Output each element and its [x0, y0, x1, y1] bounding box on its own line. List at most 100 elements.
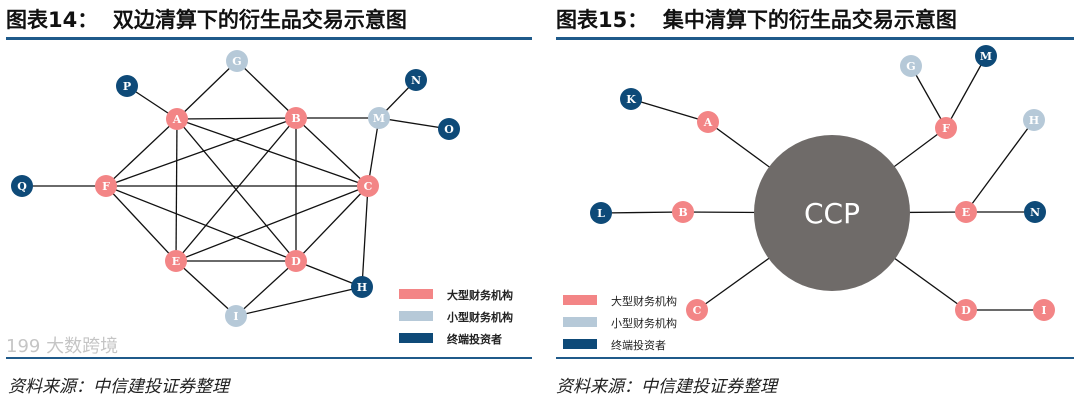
- right-node-N: [1024, 201, 1046, 223]
- left-edge-M-O: [378, 117, 450, 130]
- right-node-label-B: B: [678, 206, 687, 219]
- left-node-label-N: N: [411, 74, 421, 87]
- right-node-H: [1023, 109, 1045, 131]
- watermark: 199 大数跨境: [6, 336, 119, 357]
- left-edge-A-D: [176, 118, 297, 262]
- right-figure-title: 图表15： 集中清算下的衍生品交易示意图: [556, 8, 957, 32]
- left-node-label-G: G: [232, 55, 241, 68]
- left-node-label-F: F: [102, 180, 110, 193]
- right-legend-label-small: 小型财务机构: [611, 316, 677, 330]
- left-edge-D-H: [295, 260, 363, 288]
- left-legend-swatch-end: [399, 333, 433, 343]
- right-node-label-A: A: [703, 116, 713, 129]
- right-node-C: [686, 299, 708, 321]
- left-node-I: [225, 305, 247, 327]
- left-legend-swatch-small: [399, 311, 433, 321]
- right-edge-F-M: [945, 55, 987, 129]
- left-node-G: [226, 50, 248, 72]
- right-edge-A-K: [630, 98, 709, 123]
- right-node-A: [697, 111, 719, 133]
- left-node-label-C: C: [364, 180, 373, 193]
- left-node-label-H: H: [357, 281, 367, 294]
- right-edge-E-H: [965, 119, 1035, 213]
- right-node-label-H: H: [1029, 114, 1039, 127]
- left-edge-A-E: [175, 118, 178, 262]
- left-edge-B-G: [236, 60, 297, 119]
- right-node-label-K: K: [626, 93, 636, 106]
- right-node-K: [620, 88, 642, 110]
- right-node-label-D: D: [961, 304, 971, 317]
- left-node-E: [165, 250, 187, 272]
- left-edge-E-F: [105, 185, 177, 262]
- left-title-rule: [6, 37, 532, 40]
- left-node-Q: [11, 175, 33, 197]
- right-title-rule: [556, 37, 1074, 40]
- right-legend-swatch-end: [563, 339, 597, 349]
- left-node-F: [95, 175, 117, 197]
- left-legend-label-large: 大型财务机构: [447, 288, 513, 302]
- right-node-M: [975, 45, 997, 67]
- left-edge-C-E: [175, 185, 369, 262]
- right-legend-swatch-large: [563, 295, 597, 305]
- right-edge-F-G: [910, 65, 947, 129]
- left-edge-A-G: [176, 60, 238, 120]
- left-figure-title: 图表14： 双边清算下的衍生品交易示意图: [6, 8, 407, 32]
- left-node-label-M: M: [373, 112, 385, 125]
- right-bottom-rule: [556, 357, 1074, 359]
- left-node-label-A: A: [172, 113, 182, 126]
- right-legend-label-end: 终端投资者: [611, 338, 666, 352]
- right-edge-B-L: [600, 211, 684, 214]
- right-node-D: [955, 299, 977, 321]
- right-node-label-N: N: [1030, 206, 1040, 219]
- left-legend-swatch-large: [399, 289, 433, 299]
- left-legend-label-small: 小型财务机构: [446, 310, 513, 324]
- right-node-label-E: E: [962, 206, 970, 219]
- right-legend-label-large: 大型财务机构: [611, 294, 677, 308]
- left-node-label-I: I: [233, 310, 238, 323]
- right-node-G: [900, 55, 922, 77]
- left-node-label-D: D: [291, 255, 301, 268]
- left-node-N: [405, 69, 427, 91]
- right-node-label-F: F: [942, 122, 950, 135]
- left-node-C: [357, 175, 379, 197]
- left-edge-M-C: [367, 117, 380, 187]
- right-node-label-I: I: [1041, 304, 1046, 317]
- left-node-H: [351, 276, 373, 298]
- left-source: 资料来源：中信建投证券整理: [8, 377, 229, 397]
- left-edge-D-F: [105, 185, 297, 262]
- right-legend-swatch-small: [563, 317, 597, 327]
- left-edge-A-F: [105, 118, 178, 187]
- left-node-label-Q: Q: [17, 180, 27, 193]
- right-node-E: [955, 201, 977, 223]
- left-node-label-E: E: [172, 255, 180, 268]
- left-node-label-B: B: [291, 112, 300, 125]
- left-edge-D-I: [235, 260, 297, 317]
- left-legend-label-end: 终端投资者: [447, 332, 502, 346]
- left-node-P: [116, 75, 138, 97]
- left-edge-B-F: [105, 117, 297, 187]
- ccp-label: CCP: [804, 197, 860, 230]
- right-node-label-G: G: [906, 60, 915, 73]
- left-node-label-O: O: [444, 123, 454, 136]
- left-edge-C-D: [295, 185, 369, 262]
- left-edge-A-B: [176, 117, 297, 120]
- left-node-M: [368, 107, 390, 129]
- left-edge-E-I: [175, 260, 237, 317]
- right-node-I: [1033, 299, 1055, 321]
- left-node-B: [285, 107, 307, 129]
- left-edge-B-E: [175, 117, 297, 262]
- left-edge-I-H: [235, 286, 363, 317]
- right-node-label-L: L: [597, 207, 605, 220]
- left-edge-A-C: [176, 118, 369, 187]
- left-node-O: [438, 118, 460, 140]
- right-node-label-C: C: [693, 304, 702, 317]
- left-node-A: [166, 108, 188, 130]
- right-node-L: [590, 202, 612, 224]
- right-node-B: [672, 201, 694, 223]
- ccp-node: [754, 135, 910, 291]
- left-edge-C-H: [361, 185, 369, 288]
- left-edge-B-C: [295, 117, 369, 187]
- right-node-label-M: M: [980, 50, 992, 63]
- right-node-F: [935, 117, 957, 139]
